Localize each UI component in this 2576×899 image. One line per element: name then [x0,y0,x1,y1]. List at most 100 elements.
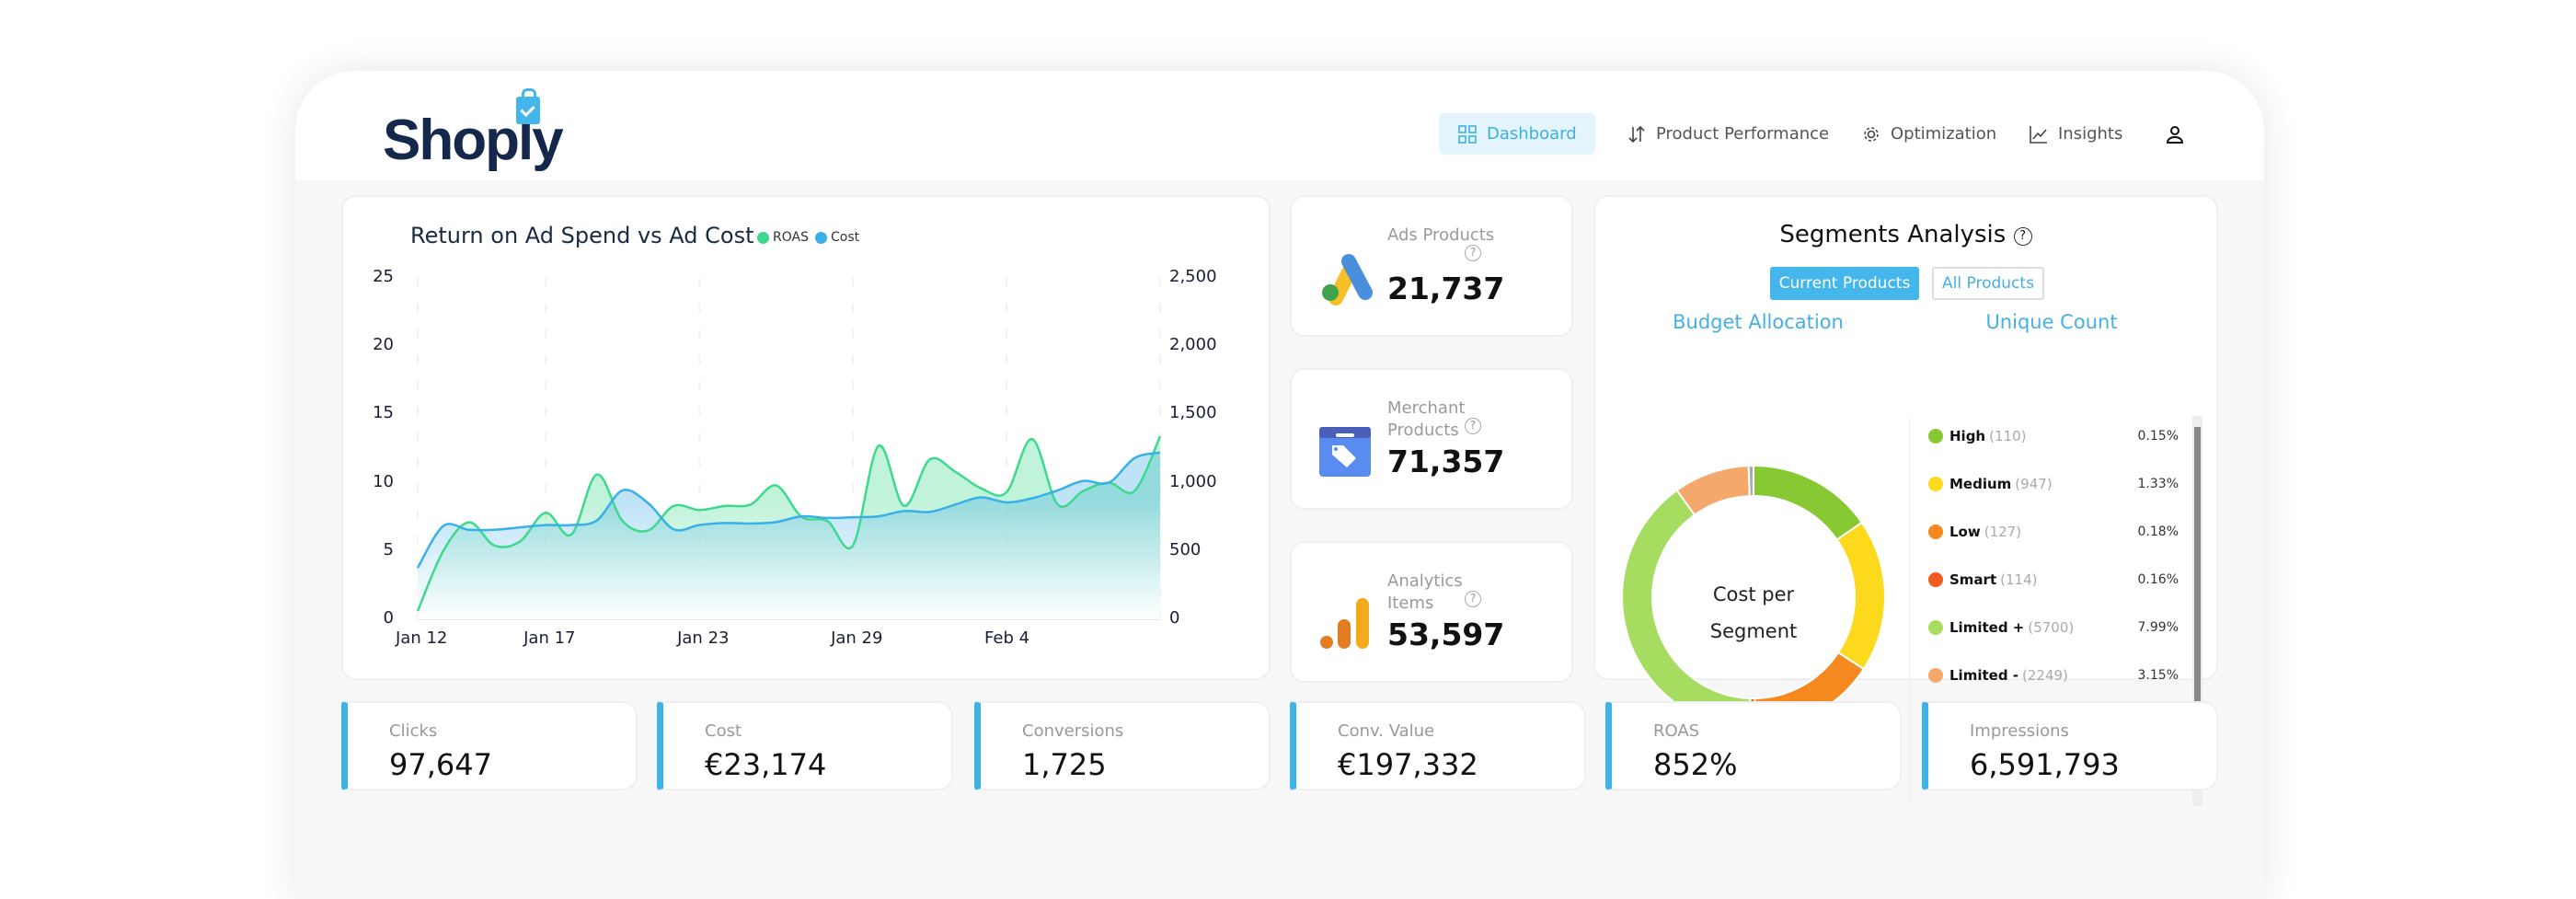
y-left-tick: 10 [373,471,394,491]
segment-count: (947) [2015,476,2053,492]
y-left-tick: 0 [383,608,394,628]
stat-card-impressions: Impressions 6,591,793 [1922,701,2218,790]
gear-icon [1864,126,1879,142]
help-icon[interactable]: ? [1465,245,1481,261]
segment-percent: 0.18% [2137,524,2179,539]
legend-scrollbar[interactable] [2192,416,2202,806]
y-right-tick: 1,000 [1169,471,1217,491]
metric-value: 21,737 [1387,271,1505,306]
stat-value: €23,174 [705,747,827,782]
segments-title: Segments Analysis ? [1595,221,2216,248]
nav-insights[interactable]: Insights [2029,113,2122,155]
nav-dashboard[interactable]: Dashboard [1439,113,1595,155]
segment-name: Medium [1949,476,2012,492]
user-menu-button[interactable] [2165,113,2185,155]
metric-value: 71,357 [1387,444,1505,479]
y-right-tick: 2,000 [1169,335,1217,355]
x-tick: Jan 23 [677,628,730,648]
segment-count: (5700) [2028,619,2075,636]
stat-card-clicks: Clicks 97,647 [341,701,638,790]
x-tick: Feb 4 [984,628,1030,648]
segment-legend-item[interactable]: Limited - (2249) 3.15% [1928,664,2179,686]
stat-value: 1,725 [1022,747,1107,782]
budget-donut [1621,464,1886,731]
stat-label: Conv. Value [1338,721,1435,741]
segment-count: (127) [1984,524,2022,540]
segment-name: Limited - [1949,667,2018,684]
segment-percent: 0.16% [2137,572,2179,587]
stat-label: Impressions [1970,721,2069,741]
segment-color-dot [1928,477,1943,491]
metric-label: Merchant Products [1387,398,1466,440]
segment-percent: 0.15% [2137,429,2179,444]
metric-label: Ads Products [1387,225,1495,245]
scrollbar-thumb[interactable] [2194,427,2201,721]
y-right-tick: 500 [1169,539,1202,559]
segment-legend-item[interactable]: High (110) 0.15% [1928,425,2179,447]
merchant-center-icon [1317,423,1373,482]
stat-label: Conversions [1022,721,1124,741]
metric-value: 53,597 [1387,617,1505,652]
y-right-tick: 0 [1169,608,1180,628]
budget-allocation-heading: Budget Allocation [1673,311,1844,333]
donut-slice-high[interactable] [1753,464,1864,541]
segment-legend-item[interactable]: Smart (114) 0.16% [1928,569,2179,591]
y-left-tick: 5 [383,539,394,559]
segment-legend-item[interactable]: Low (127) 0.18% [1928,521,2179,543]
segment-percent: 1.33% [2137,477,2179,491]
y-right-tick: 1,500 [1169,403,1217,423]
x-tick: Jan 29 [831,628,883,648]
legend-roas[interactable]: ROAS [757,230,809,245]
segment-legend-item[interactable]: Limited + (5700) 7.99% [1928,617,2179,639]
tab-all-products[interactable]: All Products [1932,267,2044,300]
line-cost[interactable] [416,451,1161,569]
legend-dot [757,231,769,244]
y-left-tick: 15 [373,403,394,423]
area-fade [418,500,1160,619]
stat-label: Clicks [389,721,438,741]
nav-optimization[interactable]: Optimization [1861,113,1996,155]
segment-color-dot [1928,429,1943,444]
app-window: Shoply Dashboard Product Performance Opt… [295,71,2264,899]
segment-count: (110) [1989,428,2027,444]
stat-value: 6,591,793 [1970,747,2120,782]
legend-label: Cost [831,230,860,245]
stat-label: ROAS [1653,721,1700,741]
roas-cost-chart-card: Return on Ad Spend vs Ad Cost ROAS Cost … [341,195,1271,680]
donut-center-label: Cost per Segment [1709,583,1798,642]
segment-percent: 3.15% [2137,668,2179,683]
chart-title: Return on Ad Spend vs Ad Cost [410,223,754,248]
y-left-tick: 25 [373,267,394,286]
segment-color-dot [1928,524,1943,539]
top-nav: Shoply Dashboard Product Performance Opt… [295,71,2264,180]
segment-color-dot [1928,620,1943,635]
legend-label: ROAS [773,230,809,245]
x-tick: Jan 17 [523,628,576,648]
metric-card-merchant-products: Merchant Products ? 71,357 [1290,368,1573,510]
segment-legend-item[interactable]: Medium (947) 1.33% [1928,473,2179,495]
stat-value: 852% [1653,747,1738,782]
help-icon[interactable]: ? [2013,227,2032,246]
legend-cost[interactable]: Cost [815,230,859,245]
chart-plot [416,278,1162,620]
donut-slice-limited[interactable] [1747,464,1754,498]
segment-name: Limited + [1949,619,2025,636]
segment-percent: 7.99% [2137,620,2179,635]
segment-name: Smart [1949,571,1997,588]
segment-name: Low [1949,524,1981,540]
segment-color-dot [1928,668,1943,683]
y-left-tick: 20 [373,335,394,355]
nav-product-performance[interactable]: Product Performance [1627,113,1829,155]
nav-label: Optimization [1891,124,1997,144]
tab-current-products[interactable]: Current Products [1770,267,1919,300]
grid-icon [1458,124,1477,144]
stat-value: €197,332 [1338,747,1478,782]
segment-count: (2249) [2022,667,2068,684]
help-icon[interactable]: ? [1465,418,1481,434]
donut-slice-medium[interactable] [1835,521,1886,671]
divider [1909,418,1910,804]
help-icon[interactable]: ? [1465,591,1481,607]
metric-card-analytics-items: Analytics Items ? 53,597 [1290,541,1573,683]
x-tick: Jan 12 [396,628,448,648]
stat-card-cost: Cost €23,174 [657,701,953,790]
